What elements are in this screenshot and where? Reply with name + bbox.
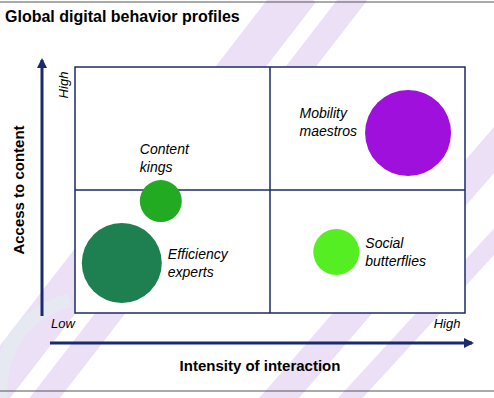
bubble-label-line: Efficiency — [168, 246, 229, 262]
bubble-label: Mobility maestros — [299, 105, 357, 139]
quadrant-divider — [75, 189, 465, 191]
title: Global digital behavior profiles — [5, 8, 240, 25]
x-tick-label: High — [434, 316, 461, 331]
y-axis-arrow — [41, 60, 44, 316]
decor-arc — [0, 300, 70, 398]
x-tick-label: Low — [51, 316, 76, 331]
plot-background — [75, 67, 465, 313]
bubble-label-line: maestros — [299, 123, 357, 139]
bubble-label-line: experts — [168, 264, 214, 280]
bubble-label: Content kings — [140, 141, 190, 175]
bubble-label: Efficiency experts — [168, 246, 229, 280]
y-tick-label: High — [56, 72, 71, 99]
x-axis-title: Intensity of interaction — [180, 357, 341, 374]
x-axis-arrow — [50, 342, 472, 345]
bubble-label-line: Mobility — [299, 105, 347, 121]
bubble-label-line: Social — [365, 235, 404, 251]
bubble-label: Social butterflies — [365, 235, 426, 269]
bubble — [365, 90, 451, 176]
y-axis-title: Access to content — [10, 125, 27, 254]
bubble — [313, 229, 359, 275]
background-decoration — [0, 0, 494, 398]
bubbles — [82, 90, 451, 303]
top-rule — [0, 2, 494, 3]
bubble — [82, 223, 162, 303]
bubble-label-line: Content — [140, 141, 190, 157]
bubble-label-line: butterflies — [365, 253, 426, 269]
bubble — [140, 180, 182, 222]
chart: Global digital behavior profiles Intensit… — [0, 0, 494, 398]
plot-frame — [75, 67, 465, 313]
bottom-rule — [0, 391, 494, 392]
bubble-label-line: kings — [140, 159, 173, 175]
